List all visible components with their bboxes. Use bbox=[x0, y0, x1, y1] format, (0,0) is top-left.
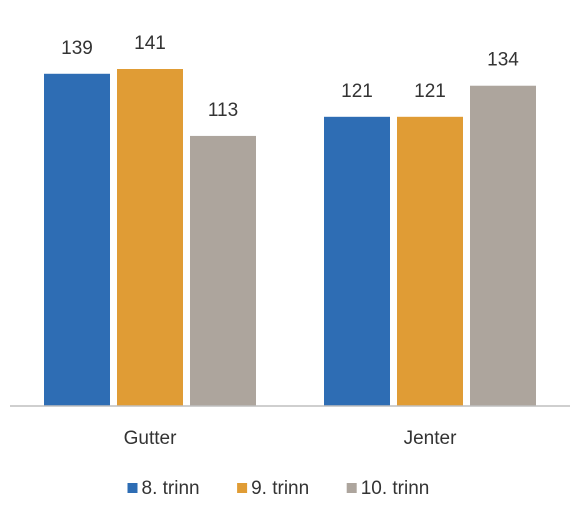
legend-label: 9. trinn bbox=[251, 478, 309, 499]
bar-jenter-10-trinn bbox=[470, 85, 536, 406]
category-labels-layer: Gutter Jenter bbox=[124, 428, 457, 449]
legend-label: 8. trinn bbox=[142, 478, 200, 499]
data-label: 134 bbox=[487, 50, 519, 71]
category-label-gutter: Gutter bbox=[124, 428, 177, 449]
data-label: 113 bbox=[208, 100, 238, 121]
data-label: 121 bbox=[341, 81, 373, 102]
legend-swatch bbox=[346, 483, 357, 493]
bars-layer bbox=[44, 69, 536, 406]
bar-gutter-10-trinn bbox=[190, 135, 256, 406]
category-label-jenter: Jenter bbox=[404, 428, 457, 449]
legend-label: 10. trinn bbox=[361, 478, 430, 499]
data-label: 121 bbox=[414, 81, 446, 102]
data-labels-layer: 139 141 113 121 121 134 bbox=[61, 33, 519, 121]
bar-jenter-9-trinn bbox=[397, 116, 463, 406]
bar-gutter-9-trinn bbox=[117, 69, 183, 406]
data-label: 139 bbox=[61, 38, 93, 59]
legend-swatch bbox=[127, 483, 138, 493]
data-label: 141 bbox=[134, 33, 166, 54]
bar-jenter-8-trinn bbox=[324, 116, 390, 406]
legend: 8. trinn 9. trinn 10. trinn bbox=[127, 478, 430, 499]
legend-swatch bbox=[237, 483, 248, 493]
bar-gutter-8-trinn bbox=[44, 73, 110, 406]
